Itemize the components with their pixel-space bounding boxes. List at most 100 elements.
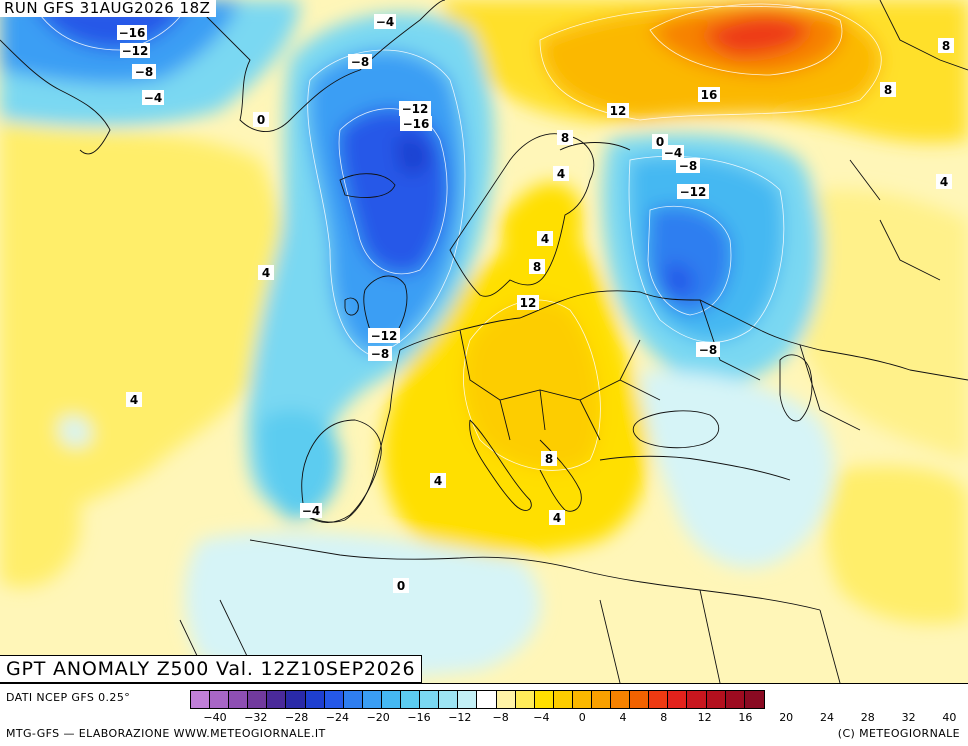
- svg-text:8: 8: [545, 452, 553, 466]
- color-scale-tick-label: −40: [203, 711, 227, 724]
- contour-label: −12: [120, 43, 150, 58]
- contour-label: 4: [553, 166, 569, 181]
- contour-label: 4: [936, 174, 952, 189]
- svg-text:4: 4: [130, 393, 138, 407]
- contour-label: 12: [607, 103, 629, 118]
- copyright: (C) METEOGIORNALE: [837, 727, 960, 740]
- data-source: DATI NCEP GFS 0.25°: [6, 691, 131, 704]
- contour-label: 4: [126, 392, 142, 407]
- color-swatch: [439, 691, 459, 708]
- color-swatch: [401, 691, 421, 708]
- contour-label: 8: [938, 38, 954, 53]
- footer-credit: MTG-GFS — ELABORAZIONE WWW.METEOGIORNALE…: [6, 727, 326, 740]
- svg-text:0: 0: [656, 135, 664, 149]
- color-swatch: [229, 691, 249, 708]
- contour-label: 4: [549, 510, 565, 525]
- svg-text:8: 8: [942, 39, 950, 53]
- contour-label: −8: [132, 64, 156, 79]
- svg-text:4: 4: [940, 175, 948, 189]
- contour-label: −12: [368, 328, 400, 343]
- contour-label: 0: [253, 112, 269, 127]
- svg-text:4: 4: [557, 167, 565, 181]
- svg-text:−16: −16: [119, 26, 146, 40]
- svg-text:−4: −4: [664, 146, 682, 160]
- contour-labels: −4 −16 −12 −8 −4 −8 0 −12 −16 8 16 12 8 …: [117, 14, 954, 593]
- contour-label: 8: [541, 451, 557, 466]
- color-scale: [190, 690, 765, 709]
- color-swatch: [611, 691, 631, 708]
- contour-label: −8: [676, 158, 700, 173]
- color-swatch: [496, 691, 516, 708]
- color-scale-ticks: −40 −32 −28 −24 −20 −16 −12 −8 −4 0 4 8 12 16 20 24 28 32…: [190, 711, 966, 725]
- svg-text:−8: −8: [699, 343, 717, 357]
- color-scale-tick-label: −28: [284, 711, 309, 724]
- svg-text:0: 0: [397, 579, 405, 593]
- color-swatch: [248, 691, 268, 708]
- svg-text:−8: −8: [351, 55, 369, 69]
- contour-label: −4: [300, 503, 322, 518]
- color-swatch: [477, 691, 497, 708]
- color-scale-tick-label: −20: [366, 711, 390, 724]
- color-swatch: [420, 691, 440, 708]
- svg-text:4: 4: [262, 266, 270, 280]
- color-swatch: [668, 691, 688, 708]
- color-swatch: [362, 691, 382, 708]
- map-title: GPT ANOMALY Z500 Val. 12Z10SEP2026: [0, 655, 423, 683]
- svg-text:−8: −8: [371, 347, 389, 361]
- contour-label: 16: [698, 87, 720, 102]
- color-scale-tick-label: 4: [619, 711, 627, 724]
- svg-text:4: 4: [553, 511, 561, 525]
- color-scale-tick-label: −8: [492, 711, 509, 724]
- svg-text:8: 8: [561, 131, 569, 145]
- contour-label: 12: [517, 295, 539, 310]
- svg-text:−16: −16: [403, 117, 430, 131]
- contour-label: 8: [557, 130, 573, 145]
- color-scale-tick-label: 24: [820, 711, 834, 724]
- svg-text:−8: −8: [679, 159, 697, 173]
- svg-text:−4: −4: [376, 15, 394, 29]
- svg-text:−8: −8: [135, 65, 153, 79]
- contour-label: 4: [537, 231, 553, 246]
- color-swatch: [725, 691, 745, 708]
- contour-label: −4: [374, 14, 396, 29]
- color-scale-tick-label: 40: [942, 711, 957, 724]
- contour-label: −16: [117, 25, 147, 40]
- color-scale-tick-label: −32: [244, 711, 268, 724]
- svg-text:−12: −12: [402, 102, 429, 116]
- svg-text:8: 8: [533, 260, 541, 274]
- color-scale-tick-label: 0: [578, 711, 586, 724]
- color-scale-tick-label: 8: [660, 711, 668, 724]
- color-scale-tick-label: 16: [738, 711, 753, 724]
- contour-label: −16: [400, 116, 432, 131]
- color-swatch: [267, 691, 287, 708]
- color-swatch: [630, 691, 650, 708]
- color-scale-tick-label: −24: [325, 711, 349, 724]
- contour-label: 0: [393, 578, 409, 593]
- color-swatch: [343, 691, 363, 708]
- contour-label: −8: [696, 342, 720, 357]
- color-swatch: [286, 691, 306, 708]
- svg-text:16: 16: [701, 88, 718, 102]
- color-scale-tick-label: 12: [697, 711, 712, 724]
- contour-label: −4: [142, 90, 164, 105]
- contour-label: 8: [880, 82, 896, 97]
- svg-text:−4: −4: [144, 91, 162, 105]
- svg-text:−12: −12: [122, 44, 149, 58]
- color-swatch: [324, 691, 344, 708]
- svg-text:12: 12: [520, 296, 537, 310]
- svg-text:12: 12: [610, 104, 627, 118]
- contour-label: −8: [368, 346, 392, 361]
- contour-label: −12: [399, 101, 431, 116]
- legend-panel: DATI NCEP GFS 0.25° −40 −32 −28 −24 −20 −16 −1…: [0, 683, 968, 746]
- color-swatch: [572, 691, 592, 708]
- contour-label: 8: [529, 259, 545, 274]
- contour-label: −4: [662, 145, 684, 160]
- svg-text:−4: −4: [302, 504, 320, 518]
- color-swatch: [458, 691, 478, 708]
- color-scale-tick-label: −12: [448, 711, 472, 724]
- color-swatch: [687, 691, 707, 708]
- svg-text:4: 4: [434, 474, 442, 488]
- run-label: RUN GFS 31AUG2026 18Z: [0, 0, 217, 17]
- color-swatch: [553, 691, 573, 708]
- svg-text:−12: −12: [371, 329, 398, 343]
